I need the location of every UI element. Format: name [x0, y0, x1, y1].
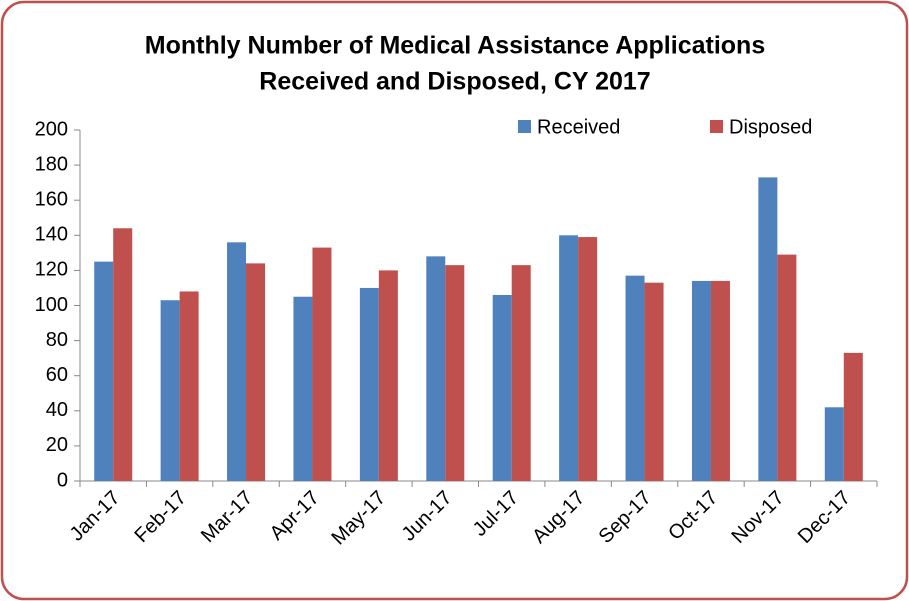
bar: [843, 352, 863, 481]
legend-label: Disposed: [729, 116, 812, 138]
bar: [644, 282, 664, 481]
legend-swatch: [518, 120, 531, 133]
y-tick-label: 120: [35, 259, 68, 281]
chart-title: Received and Disposed, CY 2017: [259, 68, 650, 96]
y-tick-label: 60: [46, 364, 68, 386]
legend-label: Received: [537, 116, 620, 138]
y-tick-label: 40: [46, 399, 68, 421]
chart-title: Monthly Number of Medical Assistance App…: [145, 32, 765, 60]
y-tick-label: 200: [35, 118, 68, 140]
bar: [378, 270, 398, 481]
bar: [246, 263, 266, 481]
bar: [312, 247, 332, 481]
y-tick-label: 140: [35, 224, 68, 246]
bar: [179, 291, 199, 481]
bar: [710, 280, 730, 481]
bar: [359, 287, 379, 481]
y-tick-label: 180: [35, 153, 68, 175]
bar: [578, 237, 598, 481]
bar: [511, 265, 531, 481]
bar: [426, 256, 446, 481]
bar: [293, 296, 313, 481]
bar: [492, 294, 512, 481]
bar: [113, 228, 133, 481]
bar: [160, 300, 180, 481]
bar: [559, 235, 579, 481]
y-tick-label: 80: [46, 329, 68, 351]
bar: [625, 275, 645, 481]
y-tick-label: 160: [35, 188, 68, 210]
bar: [94, 261, 114, 481]
bar: [777, 254, 797, 481]
bar: [227, 242, 247, 481]
bar: [691, 280, 711, 481]
y-tick-label: 20: [46, 434, 68, 456]
y-tick-label: 0: [57, 469, 68, 491]
bar: [758, 177, 778, 481]
y-tick-label: 100: [35, 294, 68, 316]
bar: [445, 265, 465, 481]
bar: [824, 407, 844, 481]
legend-swatch: [710, 120, 723, 133]
